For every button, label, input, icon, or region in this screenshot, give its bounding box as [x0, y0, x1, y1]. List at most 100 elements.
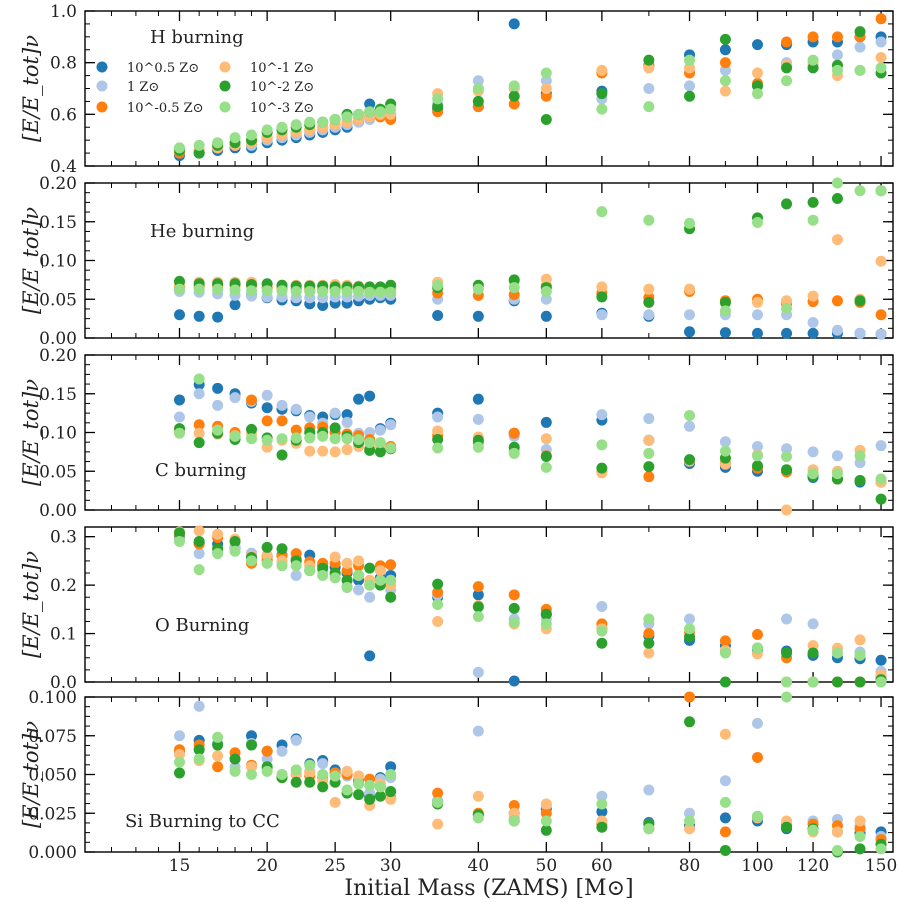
data-point: [229, 545, 241, 557]
data-point: [193, 564, 205, 576]
data-point: [341, 582, 353, 594]
data-point: [684, 631, 696, 643]
data-point: [684, 420, 696, 432]
data-point: [304, 116, 316, 128]
data-point: [229, 284, 241, 296]
data-point: [643, 101, 655, 113]
data-point: [781, 327, 793, 339]
data-point: [807, 676, 819, 688]
y-tick-label: 0.4: [50, 157, 77, 177]
y-tick-label: 0.025: [28, 804, 77, 824]
data-point: [540, 67, 552, 79]
data-point: [304, 286, 316, 297]
data-point: [317, 569, 329, 581]
y-tick-label: 0.20: [39, 346, 77, 366]
data-point: [193, 536, 205, 548]
data-point: [596, 600, 608, 612]
data-point: [193, 147, 205, 159]
data-point: [719, 647, 731, 659]
data-point: [432, 586, 444, 598]
data-point: [364, 779, 376, 791]
data-point: [596, 821, 608, 833]
data-point: [261, 415, 273, 427]
y-tick-label: 0.10: [39, 252, 77, 272]
data-point: [290, 560, 302, 572]
data-point: [540, 608, 552, 620]
data-point: [540, 310, 552, 322]
data-point: [643, 54, 655, 66]
data-point: [246, 423, 258, 435]
data-point: [596, 309, 608, 321]
data-point: [781, 62, 793, 74]
data-point: [173, 142, 185, 154]
data-point: [304, 411, 316, 423]
data-point: [364, 390, 376, 402]
data-point: [329, 407, 341, 419]
data-point: [173, 411, 185, 423]
data-point: [385, 793, 397, 805]
data-point: [374, 446, 386, 458]
y-tick-label: 0.2: [50, 576, 77, 596]
data-point: [173, 394, 185, 406]
data-point: [341, 409, 353, 421]
x-tick-label: 30: [380, 856, 402, 876]
data-point: [385, 786, 397, 798]
data-point: [341, 416, 353, 428]
data-point: [719, 635, 731, 647]
x-tick-label: 60: [591, 856, 613, 876]
data-point: [173, 536, 185, 548]
data-point: [385, 761, 397, 773]
data-point: [212, 528, 224, 540]
data-point: [781, 504, 793, 516]
data-point: [596, 206, 608, 218]
data-point: [854, 64, 866, 76]
data-point: [472, 441, 484, 453]
data-point: [854, 634, 866, 646]
data-point: [807, 196, 819, 208]
data-point: [540, 807, 552, 819]
data-point: [719, 296, 731, 308]
y-tick-label: 0.0: [50, 673, 77, 693]
data-point: [752, 751, 764, 763]
data-point: [540, 433, 552, 445]
data-point: [540, 293, 552, 305]
data-point: [719, 826, 731, 838]
data-point: [432, 787, 444, 799]
data-point: [193, 139, 205, 151]
panel-4: 0.0 0.1 0.2 0.3 [E/E_tot]ν O Burning: [19, 525, 894, 693]
x-tick-label: 50: [536, 856, 558, 876]
data-point: [364, 106, 376, 118]
data-point: [854, 26, 866, 38]
data-point: [229, 753, 241, 765]
data-point: [807, 214, 819, 226]
data-point: [752, 217, 764, 229]
data-point: [831, 647, 843, 659]
data-point: [472, 601, 484, 613]
data-point: [540, 416, 552, 428]
data-point: [193, 310, 205, 322]
y-tick-label: 0.00: [39, 329, 77, 349]
data-point: [854, 649, 866, 661]
data-point: [831, 468, 843, 480]
panel-label: C burning: [155, 460, 247, 481]
data-point: [246, 285, 258, 297]
data-point: [472, 581, 484, 593]
data-point: [831, 31, 843, 43]
y-tick-label: 0.15: [39, 385, 77, 405]
legend-marker: [96, 61, 108, 73]
data-points: [173, 177, 887, 340]
data-point: [173, 427, 185, 439]
y-tick-label: 0.050: [28, 766, 77, 786]
data-point: [173, 756, 185, 768]
data-point: [781, 303, 793, 315]
data-point: [261, 549, 273, 561]
data-point: [854, 185, 866, 197]
data-point: [261, 541, 273, 553]
data-point: [684, 62, 696, 74]
data-point: [304, 767, 316, 779]
data-point: [364, 562, 376, 574]
data-point: [290, 569, 302, 581]
data-point: [364, 793, 376, 805]
data-point: [540, 83, 552, 94]
